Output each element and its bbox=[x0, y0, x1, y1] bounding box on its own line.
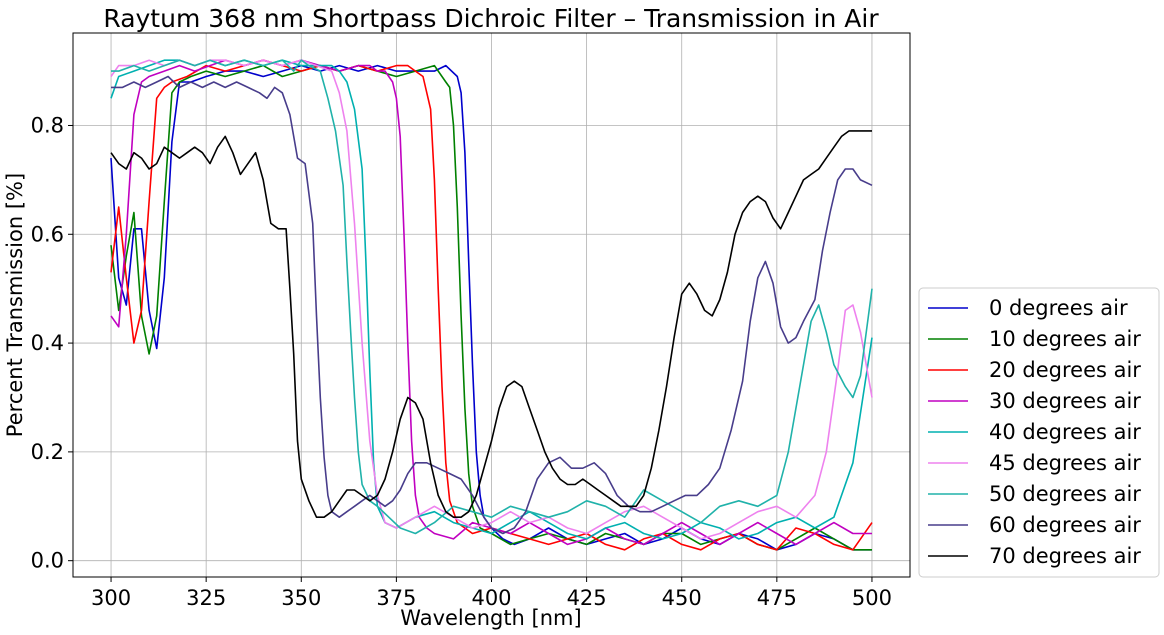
series-line-3 bbox=[110, 59, 872, 546]
legend: 0 degrees air 10 degrees air 20 degrees ai… bbox=[918, 287, 1160, 578]
x-tick-label: 500 bbox=[852, 586, 892, 610]
chart-title: Raytum 368 nm Shortpass Dichroic Filter … bbox=[103, 4, 879, 33]
x-axis-label: Wavelength [nm] bbox=[400, 606, 581, 630]
x-tick-label: 425 bbox=[567, 586, 607, 610]
y-tick-label: 0.2 bbox=[31, 440, 64, 464]
legend-label: 10 degrees air bbox=[989, 327, 1141, 351]
legend-label: 40 degrees air bbox=[989, 420, 1141, 444]
legend-label: 50 degrees air bbox=[989, 482, 1141, 506]
y-tick-label: 0.0 bbox=[31, 549, 64, 573]
y-tick-label: 0.8 bbox=[31, 113, 64, 137]
x-tick-label: 325 bbox=[186, 586, 226, 610]
legend-box bbox=[918, 287, 1160, 578]
x-axis-ticks: 300 325 350 375 400 425 450 475 500 bbox=[91, 577, 892, 610]
legend-label: 0 degrees air bbox=[989, 296, 1128, 320]
x-tick-label: 475 bbox=[757, 586, 797, 610]
series-line-2 bbox=[110, 59, 873, 551]
legend-label: 20 degrees air bbox=[989, 358, 1141, 382]
y-tick-label: 0.4 bbox=[31, 331, 64, 355]
legend-label: 45 degrees air bbox=[989, 451, 1141, 475]
x-tick-label: 450 bbox=[662, 586, 702, 610]
series-line-6 bbox=[111, 59, 873, 535]
series-line-8 bbox=[110, 130, 872, 519]
x-tick-label: 375 bbox=[376, 586, 416, 610]
legend-label: 60 degrees air bbox=[989, 513, 1141, 537]
y-axis-label: Percent Transmission [%] bbox=[3, 173, 27, 437]
series-line-1 bbox=[110, 64, 872, 551]
legend-label: 70 degrees air bbox=[989, 544, 1141, 568]
series-lines bbox=[110, 59, 873, 551]
series-line-7 bbox=[111, 75, 873, 535]
legend-label: 30 degrees air bbox=[989, 389, 1141, 413]
x-tick-label: 350 bbox=[281, 586, 321, 610]
x-tick-label: 300 bbox=[91, 586, 131, 610]
y-tick-label: 0.6 bbox=[31, 222, 64, 246]
y-axis-ticks: 0.0 0.2 0.4 0.6 0.8 bbox=[31, 113, 73, 573]
x-tick-label: 400 bbox=[471, 586, 511, 610]
grid bbox=[73, 33, 910, 577]
